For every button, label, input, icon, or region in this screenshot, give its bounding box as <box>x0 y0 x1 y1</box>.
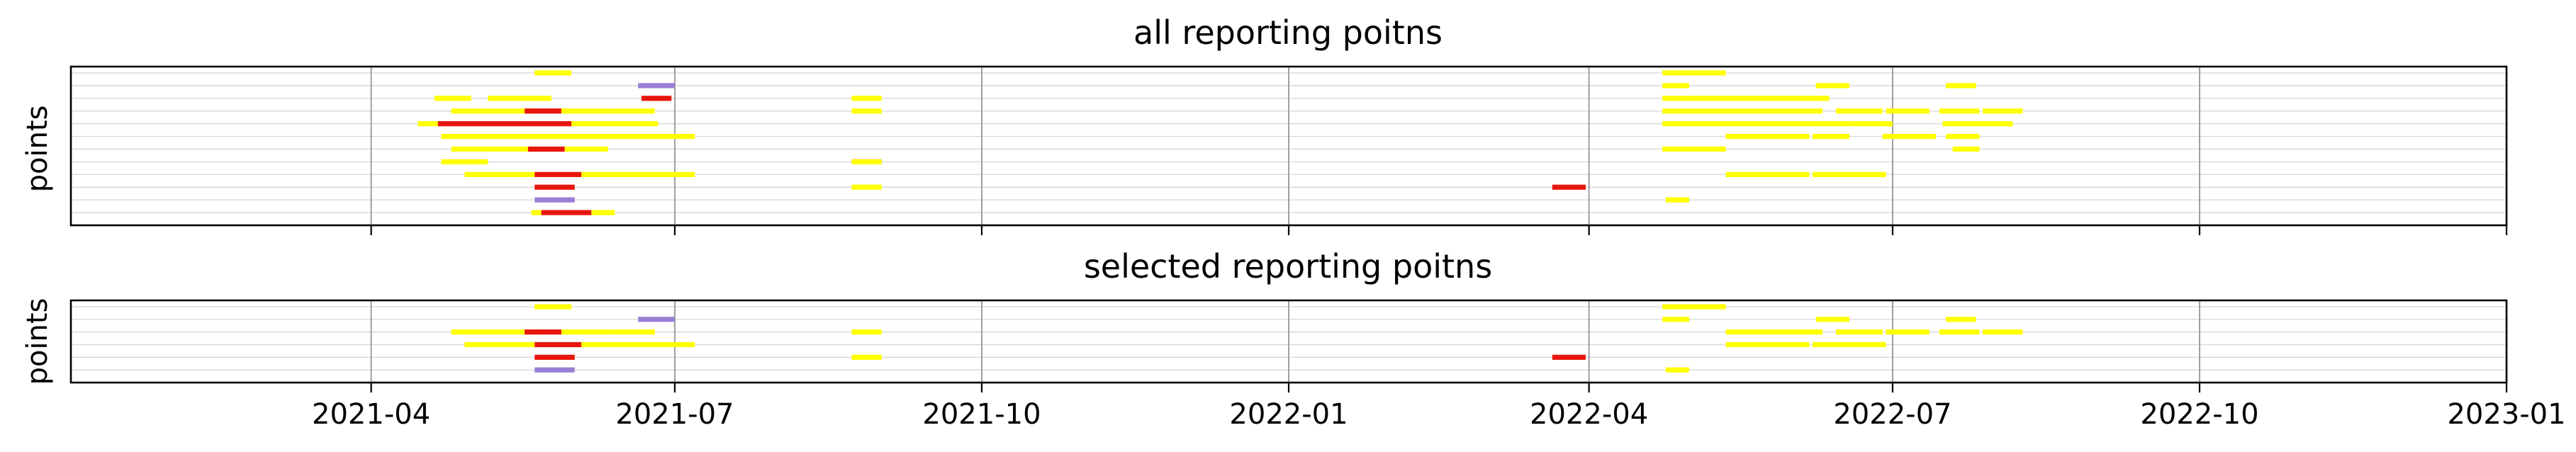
timeline-segment <box>441 159 488 164</box>
timeline-segment <box>534 367 575 373</box>
timeline-segment <box>441 133 695 140</box>
timeline-segment <box>464 341 535 348</box>
timeline-segment <box>534 70 572 76</box>
timeline-segment <box>525 329 561 335</box>
timeline-segment <box>1662 83 1689 89</box>
timeline-segment <box>561 329 615 335</box>
timeline-segment <box>1662 96 1783 101</box>
timeline-segment <box>1812 133 1849 140</box>
timeline-segment <box>1952 146 1980 152</box>
timeline-segment <box>851 329 882 335</box>
timeline-segment <box>534 171 582 177</box>
timeline-segment <box>1815 317 1849 322</box>
x-tick-label: 2021-07 <box>615 398 734 431</box>
timeline-segment <box>1815 83 1849 89</box>
x-tick-label: 2023-01 <box>2447 398 2565 431</box>
timeline-segment <box>851 108 882 114</box>
timeline-segment <box>1882 133 1937 140</box>
plot-layer: 2021-04 2021-07 2021-10 2022-01 2022-04 2022-… <box>69 65 2566 431</box>
timeline-segment <box>1946 317 1976 322</box>
plot-frame <box>69 65 2508 227</box>
timeline-segment <box>1939 108 1980 114</box>
timeline-segment <box>1725 133 1810 140</box>
timeline-segment <box>527 146 565 152</box>
timeline-segment <box>488 96 551 101</box>
timeline-segment <box>534 197 575 203</box>
timeline-segment <box>1725 171 1810 177</box>
timeline-segment <box>1886 329 1930 335</box>
x-tick-label: 2021-04 <box>312 398 430 431</box>
bottom-chart-y-label: points <box>21 298 54 385</box>
timeline-segment <box>581 341 695 348</box>
timeline-segment <box>1946 83 1976 89</box>
timeline-segment <box>1665 197 1689 203</box>
timeline-segment <box>1782 96 1830 101</box>
timeline-segment <box>1662 121 1849 127</box>
x-tick-label: 2021-10 <box>922 398 1041 431</box>
timeline-segment <box>1725 329 1823 335</box>
timeline-segment <box>1835 329 1883 335</box>
timeline-segment <box>1946 133 1980 140</box>
timeline-segment <box>418 121 438 127</box>
timeline-segment <box>451 146 528 152</box>
timeline-segment <box>1942 121 2013 127</box>
timeline-segment <box>1886 108 1930 114</box>
timeline-segment <box>541 210 592 215</box>
timeline-segment <box>1835 108 1883 114</box>
timeline-segment <box>1812 171 1886 177</box>
timeline-segment <box>531 210 542 215</box>
timeline-segment <box>1812 341 1886 348</box>
timeline-segment <box>641 96 672 101</box>
timeline-segment <box>1552 354 1586 360</box>
timeline-segment <box>534 354 575 360</box>
plot-frame <box>69 299 2508 384</box>
timeline-segment <box>1552 184 1586 190</box>
timeline-segment <box>615 329 655 335</box>
x-tick-label: 2022-10 <box>2140 398 2258 431</box>
timeline-segment <box>1983 329 2023 335</box>
timeline-segment <box>638 83 675 89</box>
x-tick-label: 2022-01 <box>1229 398 1348 431</box>
timeline-segment <box>451 329 538 335</box>
timeline-segment <box>534 341 582 348</box>
bottom-chart-title: selected reporting poitns <box>1084 247 1492 286</box>
timeline-segment <box>451 108 538 114</box>
timeline-segment <box>534 184 575 190</box>
timeline-segment <box>1849 121 1893 127</box>
timeline-segment <box>851 354 882 360</box>
timeline-segment <box>534 304 572 310</box>
timeline-segment <box>1662 317 1689 322</box>
timeline-segment <box>564 146 608 152</box>
timeline-segment <box>1662 70 1726 76</box>
top-chart-title: all reporting poitns <box>1133 13 1443 52</box>
timeline-segment <box>1665 367 1689 373</box>
timeline-segment <box>851 159 882 164</box>
timeline-segment <box>581 171 695 177</box>
timeline-segment <box>1939 329 1980 335</box>
timeline-segment <box>435 96 471 101</box>
x-tick-label: 2022-07 <box>1833 398 1951 431</box>
timeline-segment <box>851 184 882 190</box>
timeline-segment <box>1662 304 1726 310</box>
timeline-segment <box>1725 341 1810 348</box>
timeline-segment <box>638 317 675 322</box>
timeline-segment <box>1983 108 2023 114</box>
timeline-segment <box>1662 108 1823 114</box>
timeline-segment <box>437 121 572 127</box>
timeline-segment <box>525 108 561 114</box>
timeline-segment <box>615 108 655 114</box>
top-chart-y-label: points <box>21 106 54 193</box>
timeline-segment <box>851 96 882 101</box>
timeline-segment <box>591 210 615 215</box>
timeline-segment <box>561 108 615 114</box>
x-tick-label: 2022-04 <box>1530 398 1648 431</box>
timeline-segment <box>571 121 659 127</box>
timeline-segment <box>1662 146 1726 152</box>
timeline-segment <box>464 171 535 177</box>
